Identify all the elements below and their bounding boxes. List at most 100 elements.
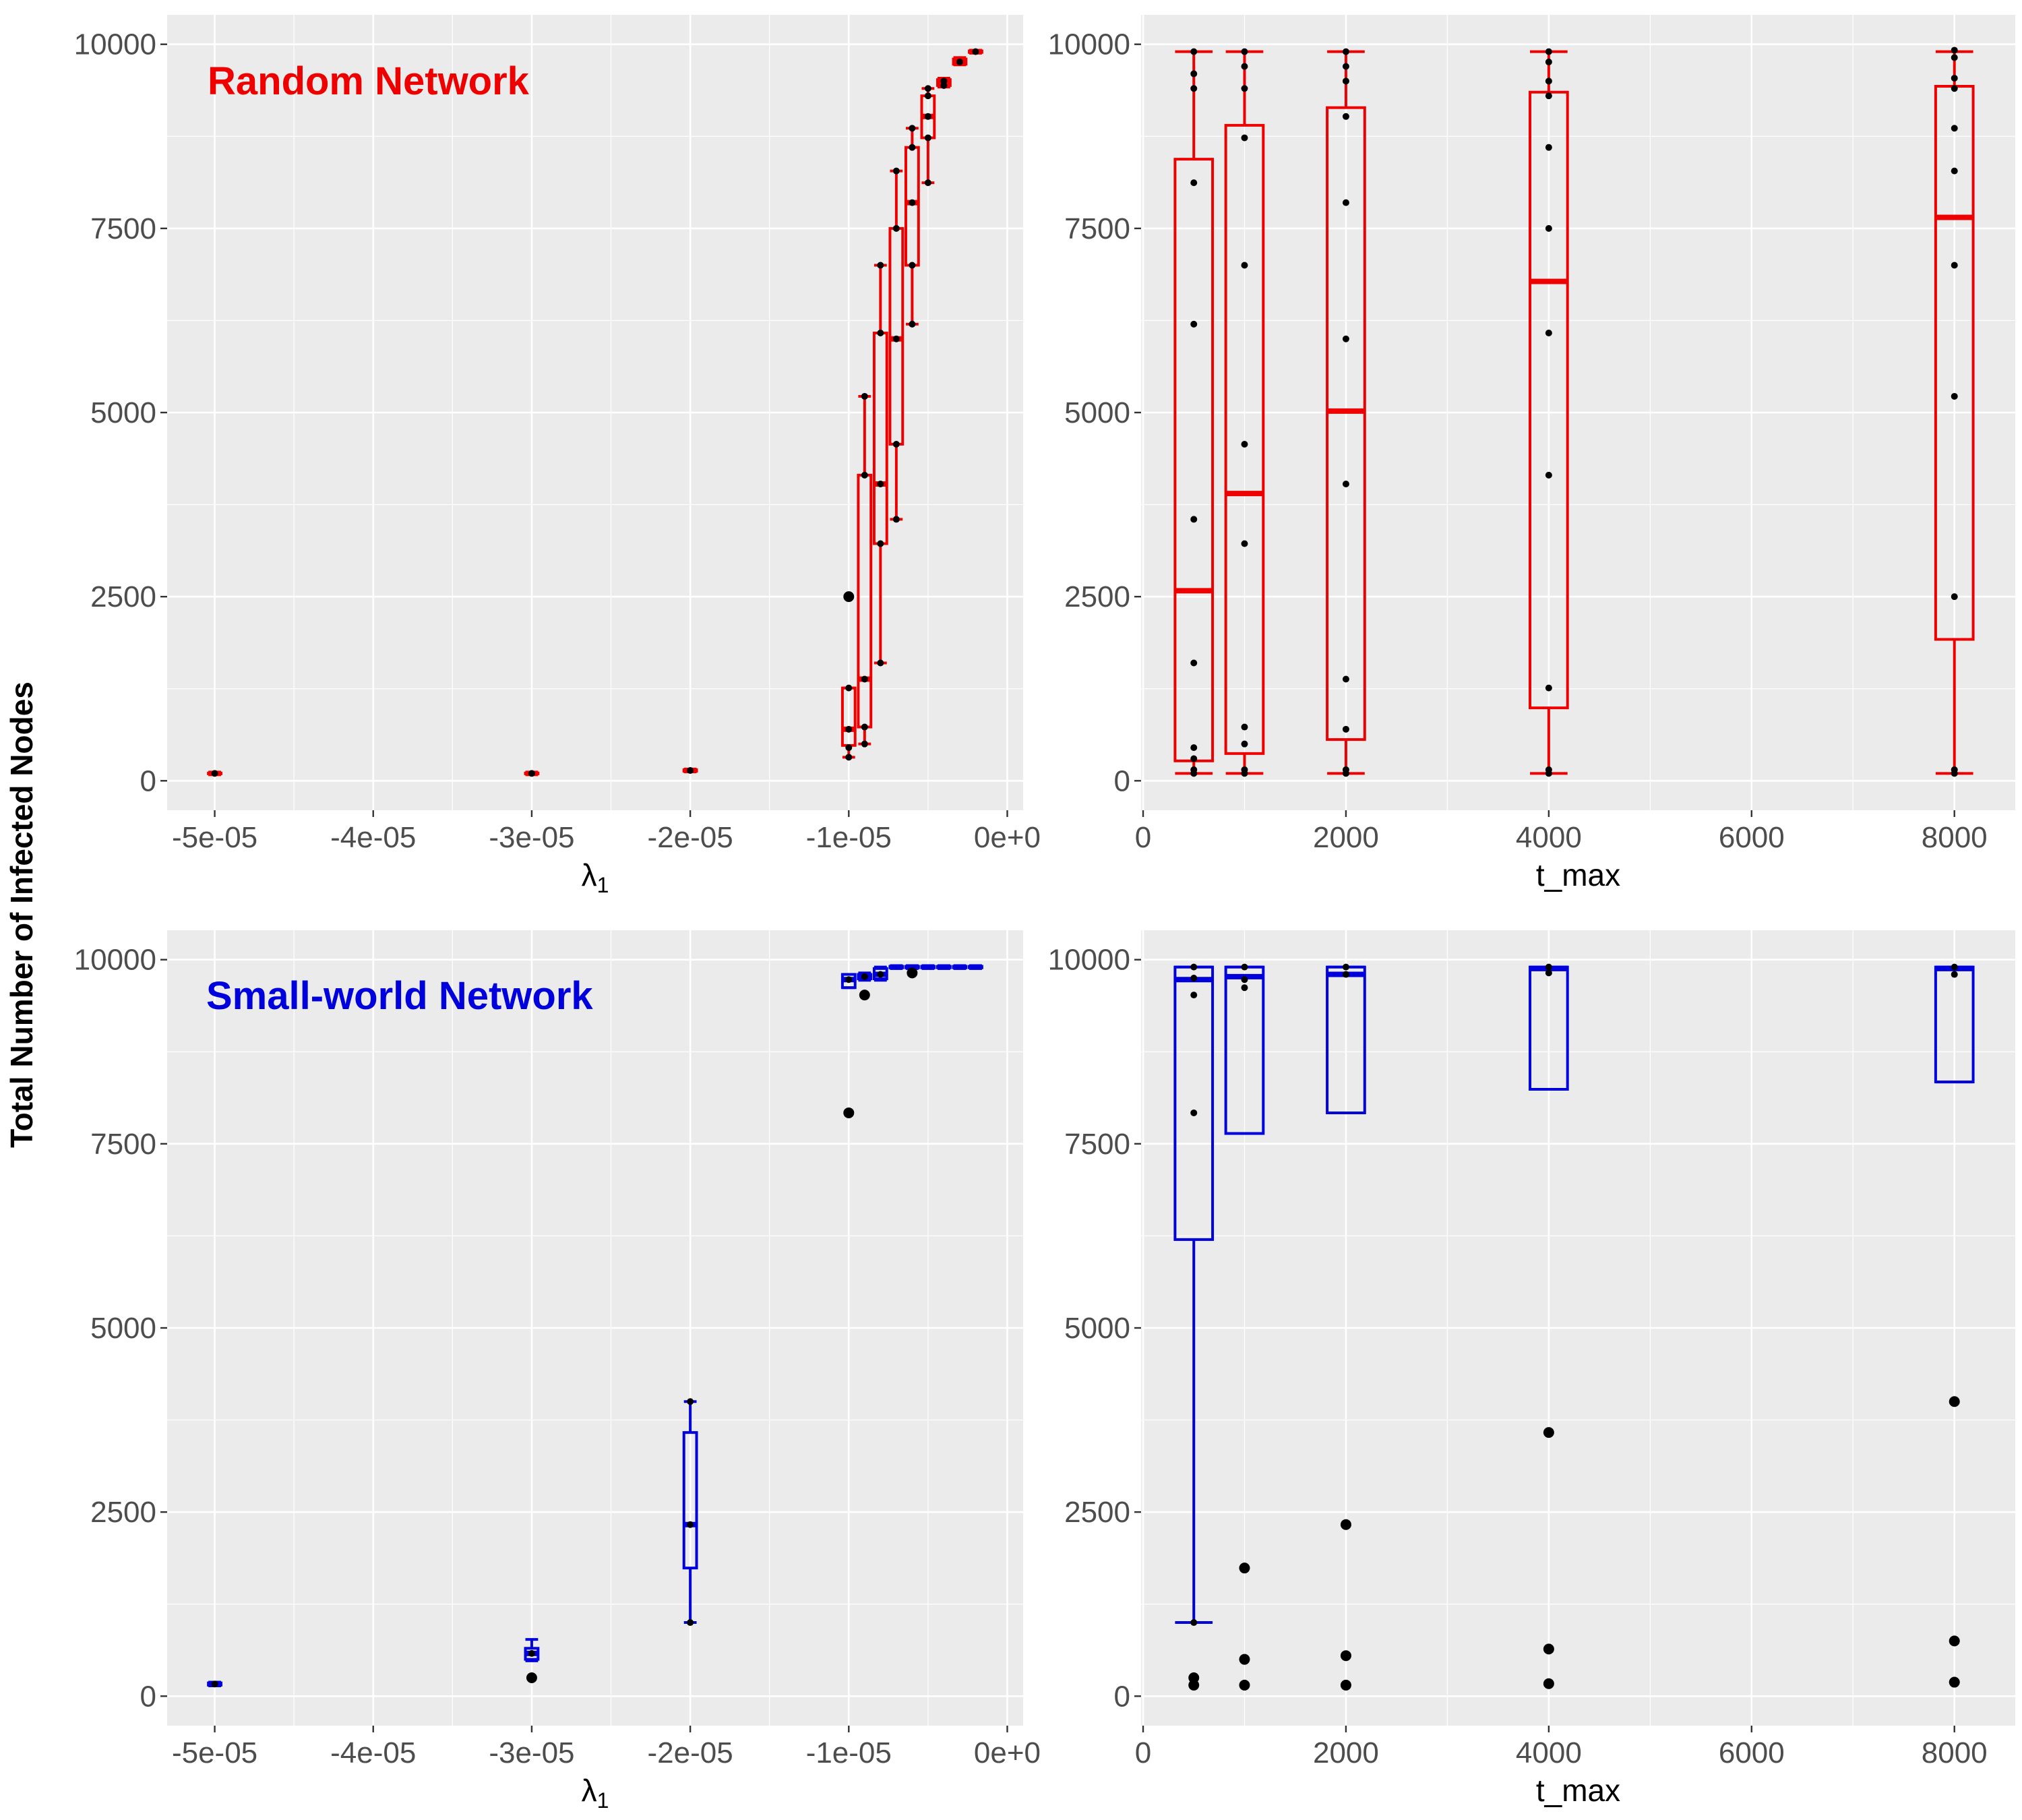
y-tick-label: 5000 — [90, 396, 156, 429]
outlier-point — [859, 990, 870, 1001]
x-tick-label: 4000 — [1516, 821, 1582, 854]
data-point — [1241, 85, 1248, 92]
data-point — [1342, 971, 1349, 978]
data-point — [1190, 70, 1198, 78]
outlier-point — [1340, 1650, 1351, 1662]
x-axis-title: t_max — [1536, 857, 1620, 892]
x-tick-label: 0e+0 — [974, 1736, 1041, 1769]
data-point — [687, 1398, 694, 1405]
y-tick-label: 5000 — [1064, 1312, 1130, 1345]
data-point — [1190, 766, 1198, 773]
x-axis-title-main: t_max — [1536, 857, 1620, 892]
y-tick-label: 10000 — [1048, 28, 1130, 61]
y-tick-label: 0 — [140, 764, 156, 797]
box — [888, 964, 905, 970]
data-point — [892, 167, 900, 175]
x-tick-label: -2e-05 — [648, 821, 733, 854]
data-point — [877, 971, 884, 978]
data-point — [1342, 48, 1349, 55]
box — [920, 964, 936, 970]
x-tick-label: -5e-05 — [172, 1736, 257, 1769]
data-point — [1241, 740, 1248, 748]
data-point — [956, 58, 963, 65]
data-point — [528, 1649, 535, 1657]
data-point — [1342, 963, 1349, 971]
data-point — [687, 767, 694, 774]
data-point — [1190, 1109, 1198, 1116]
x-axis-title: λ1 — [582, 1773, 609, 1813]
data-point — [924, 134, 931, 142]
x-tick-label: 2000 — [1313, 1736, 1379, 1769]
y-tick-label: 10000 — [1048, 944, 1130, 977]
box — [936, 964, 952, 970]
data-point — [1190, 975, 1198, 982]
data-point — [1190, 179, 1198, 187]
data-point — [1951, 971, 1958, 978]
data-point — [1190, 1619, 1198, 1627]
data-point — [1951, 167, 1958, 175]
y-tick-label: 0 — [140, 1680, 156, 1713]
y-tick-label: 2500 — [90, 580, 156, 613]
y-tick-label: 7500 — [90, 212, 156, 245]
data-point — [1241, 976, 1248, 983]
y-tick-label: 0 — [1114, 764, 1130, 797]
x-axis-title-subscript: 1 — [597, 873, 609, 897]
y-tick-label: 10000 — [74, 944, 156, 977]
data-point — [972, 48, 979, 55]
data-point — [1951, 392, 1958, 400]
data-point — [1951, 125, 1958, 132]
y-tick-label: 7500 — [90, 1128, 156, 1161]
data-point — [877, 330, 884, 336]
data-point — [1241, 984, 1248, 992]
outlier-point — [1239, 1654, 1250, 1665]
data-point — [1342, 766, 1349, 773]
outlier-point — [1239, 1679, 1250, 1691]
data-point — [1190, 755, 1198, 762]
x-tick-label: 0 — [1135, 1736, 1151, 1769]
outlier-point — [1340, 1519, 1351, 1530]
x-tick-label: -1e-05 — [806, 821, 892, 854]
data-point — [1241, 723, 1248, 731]
data-point — [1342, 113, 1349, 120]
x-tick-label: 6000 — [1719, 821, 1785, 854]
data-point — [1342, 63, 1349, 70]
x-axis-title-subscript: 1 — [597, 1788, 609, 1813]
x-tick-label: -4e-05 — [330, 821, 416, 854]
data-point — [1241, 440, 1248, 448]
data-point — [1190, 744, 1198, 752]
outlier-point — [1543, 1427, 1554, 1438]
y-tick-label: 5000 — [90, 1312, 156, 1345]
y-tick-label: 0 — [1114, 1680, 1130, 1713]
data-point — [1951, 47, 1958, 54]
box-iqr — [682, 1431, 698, 1570]
y-tick-label: 7500 — [1064, 1128, 1130, 1161]
x-tick-label: 8000 — [1922, 1736, 1988, 1769]
data-point — [877, 540, 884, 547]
box — [952, 964, 968, 970]
data-point — [845, 754, 853, 761]
data-point — [924, 179, 931, 187]
x-axis-title: t_max — [1536, 1773, 1620, 1808]
data-point — [1241, 63, 1248, 70]
outlier-point — [1543, 1678, 1554, 1689]
data-point — [211, 770, 218, 777]
data-point — [1190, 516, 1198, 523]
data-point — [1545, 471, 1552, 479]
x-tick-label: 0 — [1135, 821, 1151, 854]
data-point — [1545, 963, 1552, 971]
data-point — [1342, 335, 1349, 342]
panel-random-tmax: 0 2000 4000 6000 8000 0 2500 5000 7500 10000 t_max — [1048, 15, 2015, 892]
data-point — [1190, 85, 1198, 92]
network-annotation: Random Network — [208, 59, 530, 103]
data-point — [909, 125, 916, 132]
box-iqr — [1326, 106, 1366, 741]
x-tick-label: -3e-05 — [489, 821, 574, 854]
data-point — [1545, 58, 1552, 65]
data-point — [1545, 92, 1552, 100]
data-point — [892, 516, 900, 523]
outlier-point — [1188, 1672, 1200, 1683]
data-point — [1951, 54, 1958, 61]
data-point — [1545, 684, 1552, 692]
outlier-point — [1949, 1635, 1960, 1647]
